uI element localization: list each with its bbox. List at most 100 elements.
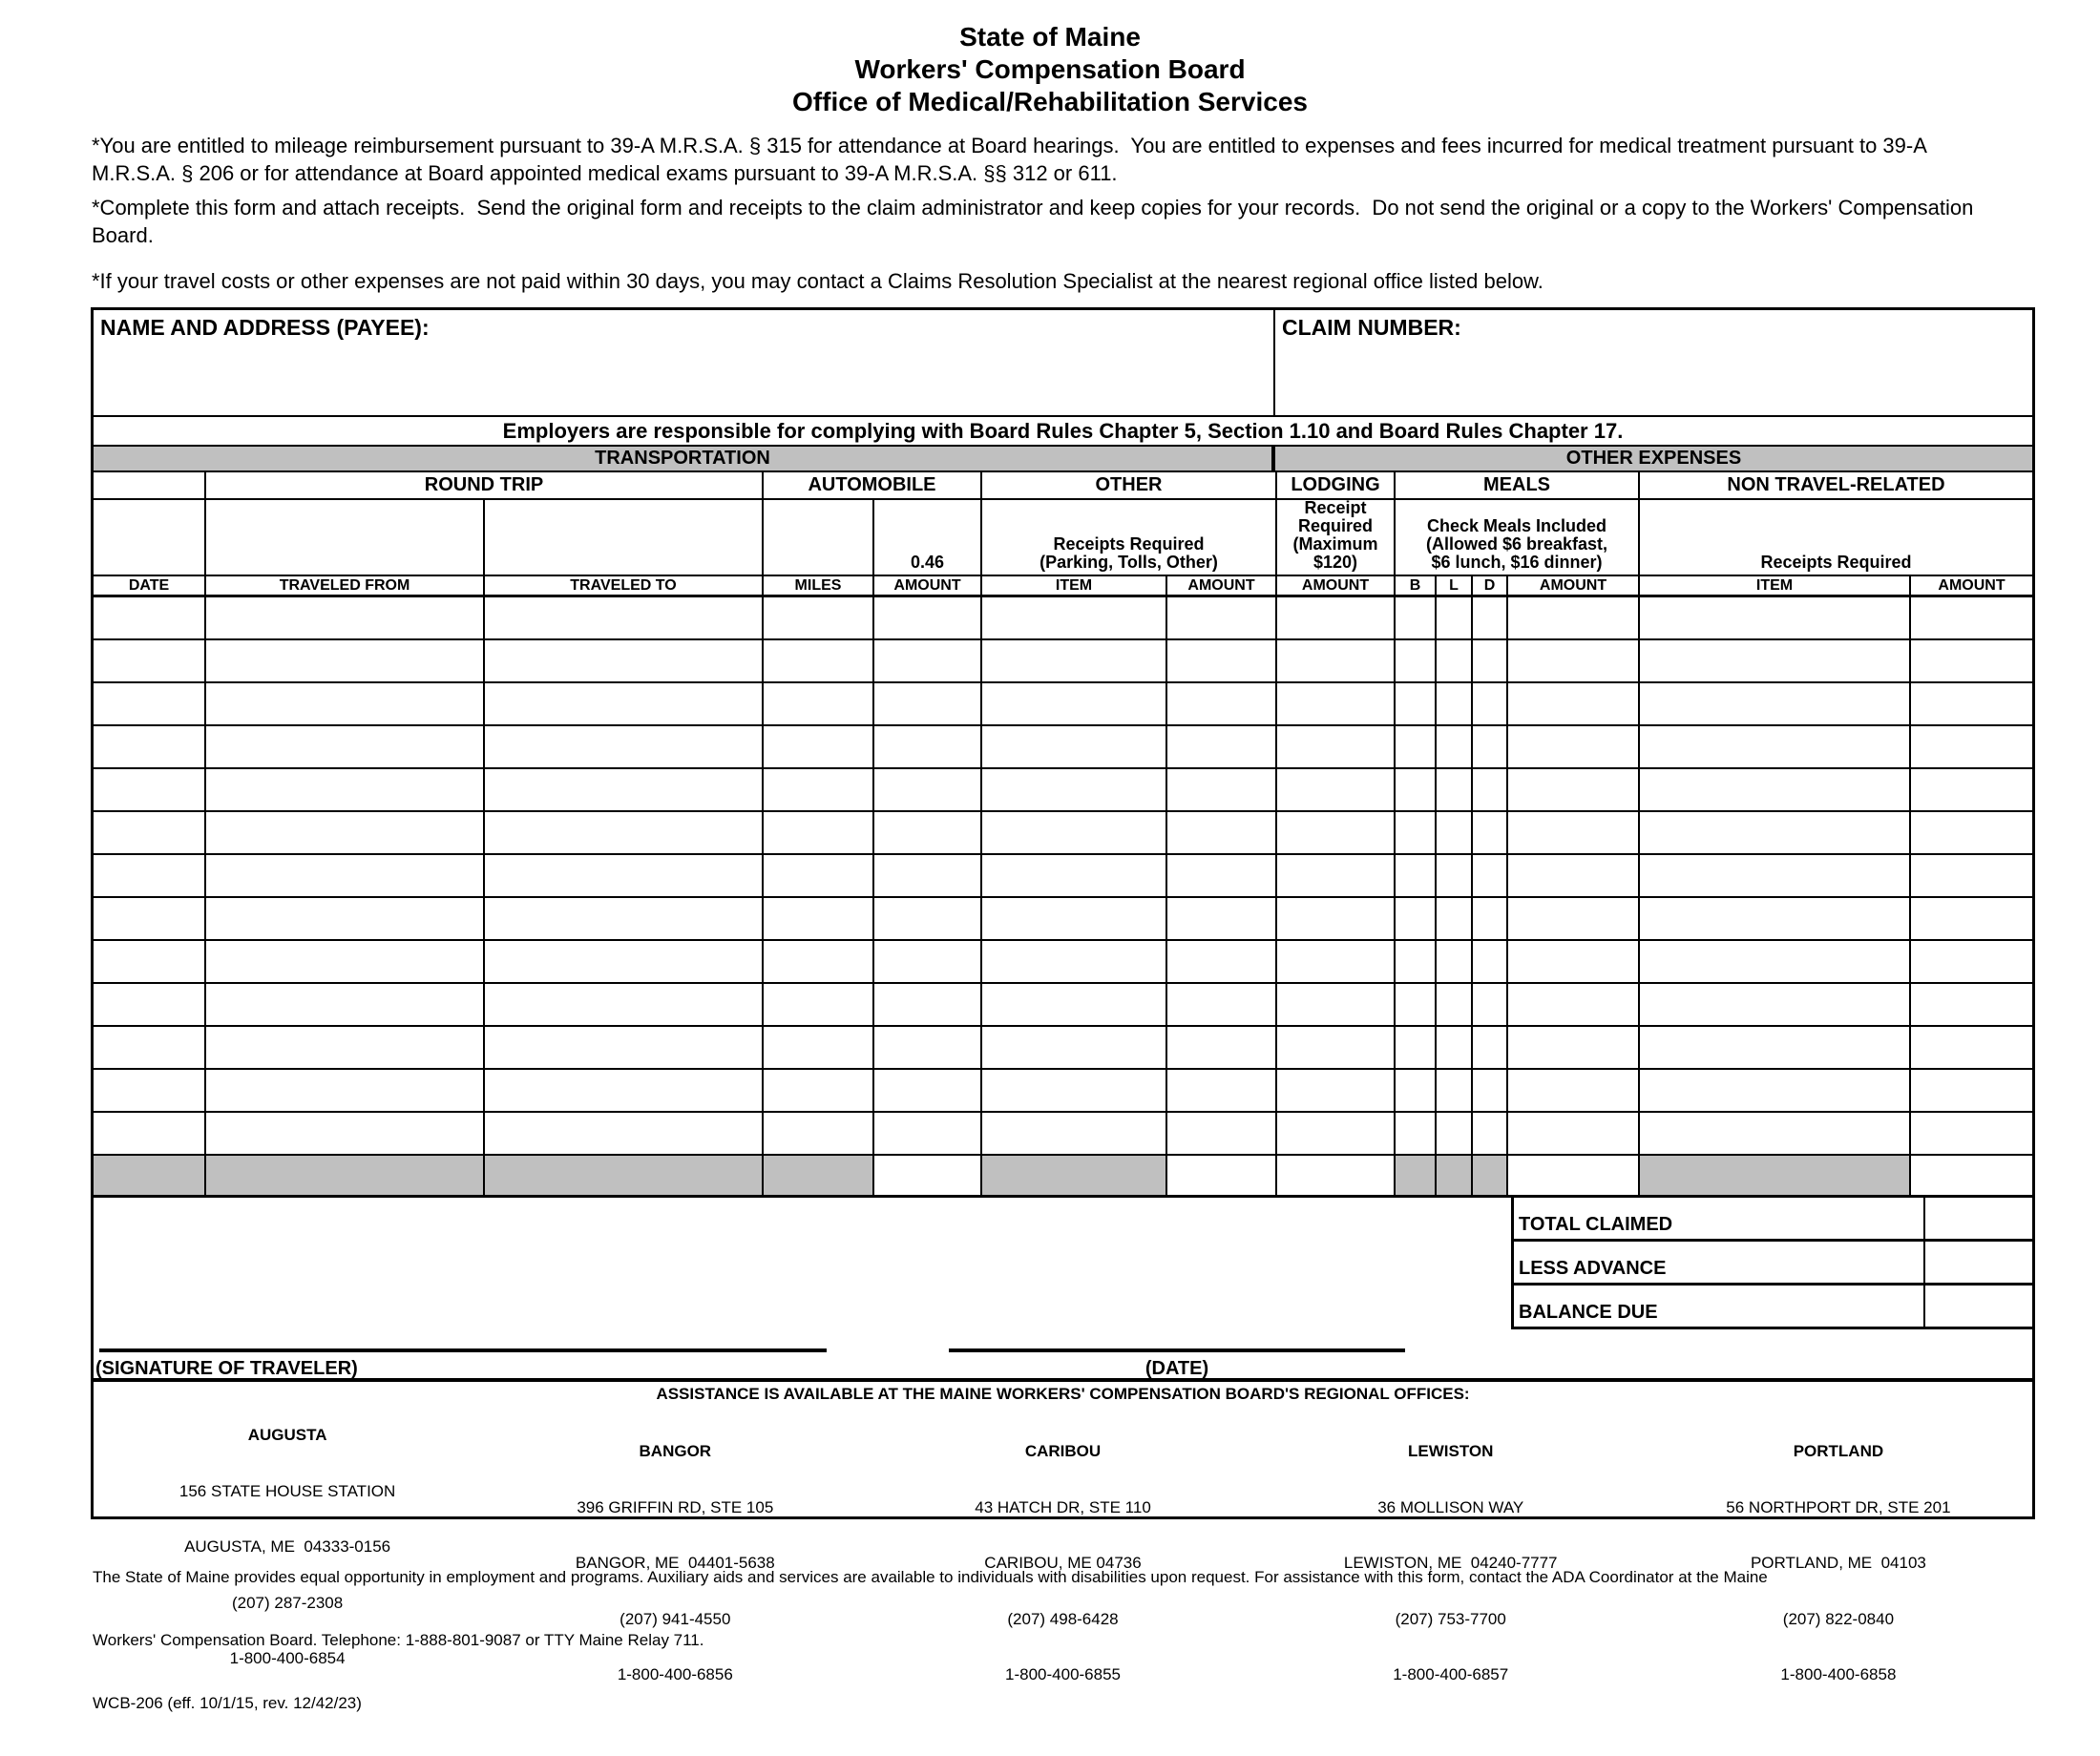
entry-miles-cell[interactable] [764,984,874,1025]
entry-other-amount-cell[interactable] [1167,941,1277,982]
entry-date-cell[interactable] [94,812,206,853]
entry-lodging-amount-cell[interactable] [1277,597,1396,638]
entry-miles-cell[interactable] [764,898,874,939]
entry-other-item-cell[interactable] [982,597,1167,638]
entry-other-item-cell[interactable] [982,984,1167,1025]
entry-meal-b-cell[interactable] [1396,683,1437,724]
entry-meal-d-cell[interactable] [1473,726,1508,767]
entry-traveled-to-cell[interactable] [485,1027,764,1068]
entry-meal-b-cell[interactable] [1396,941,1437,982]
entry-mileage-amount-cell[interactable] [874,769,982,810]
entry-meal-d-cell[interactable] [1473,855,1508,896]
entry-non-travel-amount-cell[interactable] [1911,726,2032,767]
entry-traveled-from-cell[interactable] [206,984,485,1025]
entry-lodging-amount-cell[interactable] [1277,855,1396,896]
entry-lodging-amount-cell[interactable] [1277,726,1396,767]
entry-other-amount-cell[interactable] [1167,597,1277,638]
entry-traveled-to-cell[interactable] [485,597,764,638]
signature-date-line[interactable] [949,1348,1405,1352]
entry-miles-cell[interactable] [764,855,874,896]
entry-mileage-amount-cell[interactable] [874,941,982,982]
entry-traveled-to-cell[interactable] [485,1113,764,1154]
subtotal-other-amount-cell[interactable] [1167,1156,1277,1195]
entry-traveled-from-cell[interactable] [206,597,485,638]
entry-traveled-to-cell[interactable] [485,812,764,853]
entry-meal-l-cell[interactable] [1437,898,1473,939]
entry-traveled-from-cell[interactable] [206,640,485,681]
entry-mileage-amount-cell[interactable] [874,898,982,939]
entry-date-cell[interactable] [94,640,206,681]
entry-meal-d-cell[interactable] [1473,898,1508,939]
entry-other-amount-cell[interactable] [1167,812,1277,853]
entry-traveled-to-cell[interactable] [485,769,764,810]
entry-mileage-amount-cell[interactable] [874,1113,982,1154]
entry-non-travel-item-cell[interactable] [1640,640,1911,681]
entry-traveled-to-cell[interactable] [485,984,764,1025]
entry-meals-amount-cell[interactable] [1508,812,1640,853]
entry-traveled-from-cell[interactable] [206,898,485,939]
entry-other-amount-cell[interactable] [1167,898,1277,939]
entry-non-travel-amount-cell[interactable] [1911,640,2032,681]
entry-mileage-amount-cell[interactable] [874,1070,982,1111]
entry-traveled-from-cell[interactable] [206,769,485,810]
entry-lodging-amount-cell[interactable] [1277,640,1396,681]
entry-lodging-amount-cell[interactable] [1277,898,1396,939]
entry-non-travel-amount-cell[interactable] [1911,1113,2032,1154]
entry-lodging-amount-cell[interactable] [1277,1027,1396,1068]
entry-non-travel-item-cell[interactable] [1640,1027,1911,1068]
entry-meal-l-cell[interactable] [1437,726,1473,767]
entry-non-travel-amount-cell[interactable] [1911,683,2032,724]
subtotal-lodging-amount-cell[interactable] [1277,1156,1396,1195]
entry-non-travel-item-cell[interactable] [1640,812,1911,853]
entry-lodging-amount-cell[interactable] [1277,812,1396,853]
entry-other-amount-cell[interactable] [1167,769,1277,810]
entry-traveled-from-cell[interactable] [206,1027,485,1068]
entry-meal-l-cell[interactable] [1437,1027,1473,1068]
entry-other-item-cell[interactable] [982,640,1167,681]
entry-date-cell[interactable] [94,898,206,939]
entry-meal-l-cell[interactable] [1437,769,1473,810]
entry-lodging-amount-cell[interactable] [1277,1070,1396,1111]
entry-meal-b-cell[interactable] [1396,1070,1437,1111]
entry-mileage-amount-cell[interactable] [874,597,982,638]
entry-meal-l-cell[interactable] [1437,941,1473,982]
entry-mileage-amount-cell[interactable] [874,812,982,853]
entry-meal-d-cell[interactable] [1473,769,1508,810]
entry-lodging-amount-cell[interactable] [1277,769,1396,810]
entry-date-cell[interactable] [94,1113,206,1154]
entry-miles-cell[interactable] [764,683,874,724]
entry-meal-l-cell[interactable] [1437,1070,1473,1111]
entry-date-cell[interactable] [94,1070,206,1111]
entry-miles-cell[interactable] [764,726,874,767]
entry-meal-b-cell[interactable] [1396,769,1437,810]
entry-mileage-amount-cell[interactable] [874,683,982,724]
entry-other-amount-cell[interactable] [1167,726,1277,767]
subtotal-meals-amount-cell[interactable] [1508,1156,1640,1195]
entry-other-item-cell[interactable] [982,812,1167,853]
entry-other-item-cell[interactable] [982,683,1167,724]
entry-non-travel-amount-cell[interactable] [1911,1070,2032,1111]
entry-meal-b-cell[interactable] [1396,855,1437,896]
claim-number-field[interactable]: CLAIM NUMBER: [1275,310,2032,415]
entry-mileage-amount-cell[interactable] [874,640,982,681]
subtotal-non-travel-amount-cell[interactable] [1911,1156,2032,1195]
entry-non-travel-item-cell[interactable] [1640,1113,1911,1154]
total-claimed-value-cell[interactable] [1925,1198,2032,1239]
entry-meal-l-cell[interactable] [1437,597,1473,638]
entry-other-amount-cell[interactable] [1167,683,1277,724]
entry-miles-cell[interactable] [764,1070,874,1111]
entry-traveled-from-cell[interactable] [206,726,485,767]
entry-meal-b-cell[interactable] [1396,898,1437,939]
entry-date-cell[interactable] [94,726,206,767]
entry-non-travel-item-cell[interactable] [1640,984,1911,1025]
entry-meal-b-cell[interactable] [1396,726,1437,767]
entry-date-cell[interactable] [94,984,206,1025]
entry-traveled-from-cell[interactable] [206,1070,485,1111]
entry-meal-b-cell[interactable] [1396,597,1437,638]
entry-miles-cell[interactable] [764,941,874,982]
entry-miles-cell[interactable] [764,597,874,638]
entry-traveled-from-cell[interactable] [206,1113,485,1154]
entry-meal-b-cell[interactable] [1396,812,1437,853]
entry-other-amount-cell[interactable] [1167,984,1277,1025]
entry-meal-l-cell[interactable] [1437,640,1473,681]
